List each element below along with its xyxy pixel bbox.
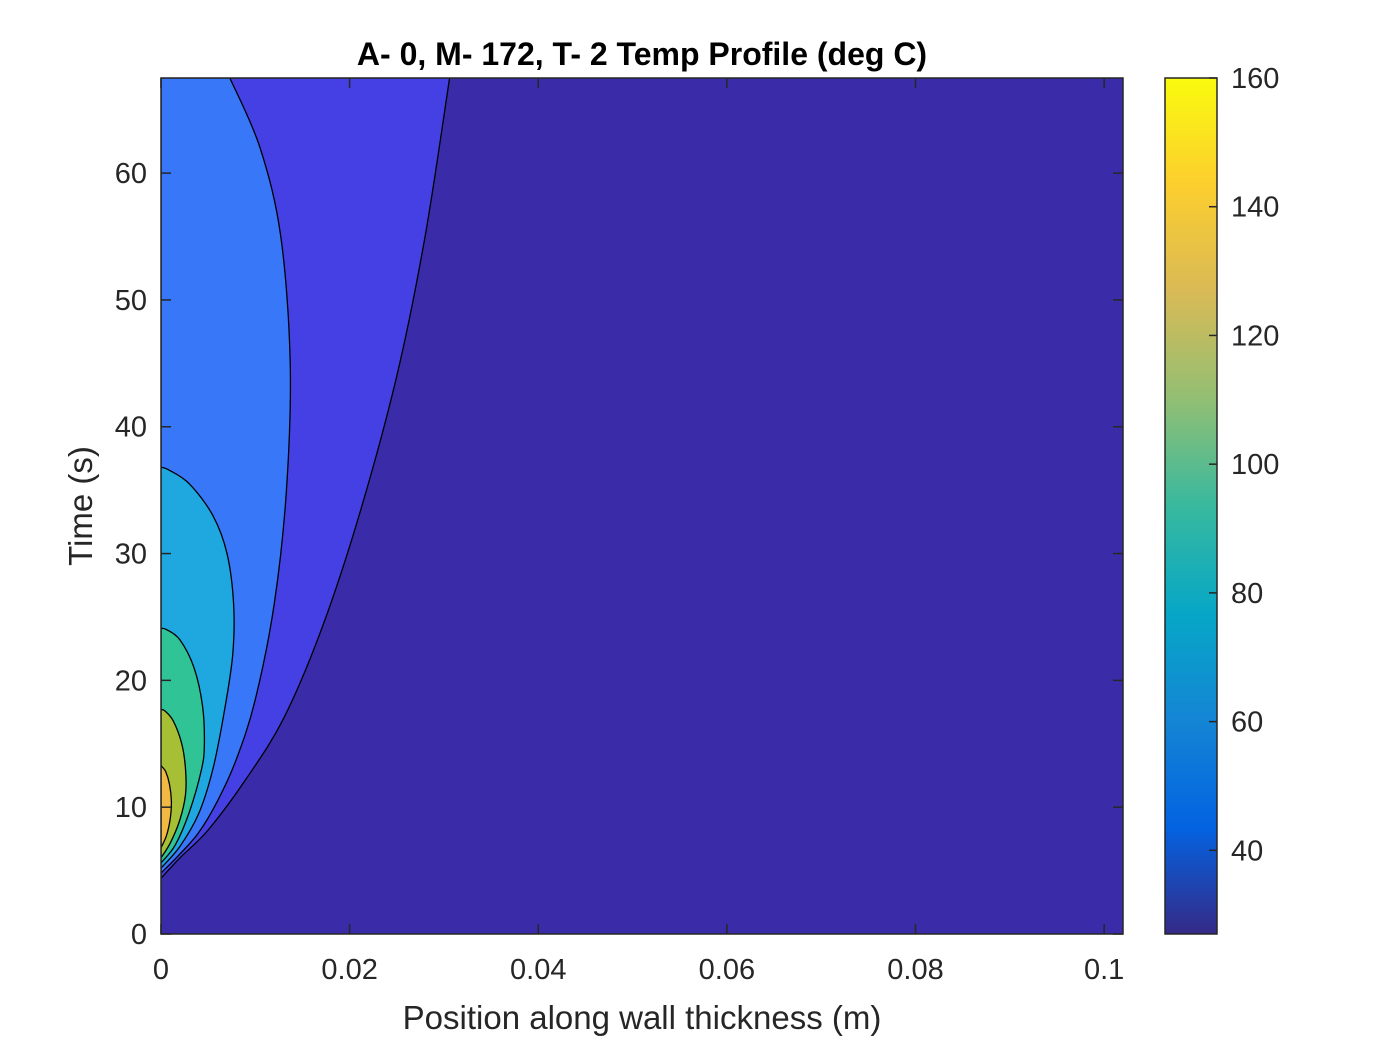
- colorbar-frame: [1164, 77, 1218, 935]
- contour-plot-area: 0 0.02 0.04 0.06 0.08 0.1 0 10 20 30 40 50 60: [115, 77, 1124, 986]
- colorbar: 40 60 80 100 120 140 160: [1164, 63, 1279, 935]
- plot-frame: [160, 77, 1124, 935]
- y-axis-label: Time (s): [62, 446, 99, 566]
- x-tick-label: 0.04: [510, 954, 566, 986]
- y-tick-label: 40: [115, 412, 147, 444]
- colorbar-tick-label: 80: [1231, 578, 1263, 610]
- colorbar-tick-label: 100: [1231, 449, 1279, 481]
- y-tick-label: 0: [131, 919, 147, 951]
- x-axis-ticks: 0 0.02 0.04 0.06 0.08 0.1: [153, 78, 1124, 986]
- contour-level-fills: [161, 78, 451, 879]
- y-tick-label: 30: [115, 539, 147, 571]
- colorbar-gradient: [1165, 78, 1217, 934]
- colorbar-tick-label: 160: [1231, 63, 1279, 95]
- y-tick-label: 60: [115, 158, 147, 190]
- x-tick-label: 0.02: [321, 954, 377, 986]
- y-tick-label: 50: [115, 285, 147, 317]
- x-tick-label: 0.08: [887, 954, 943, 986]
- colorbar-tick-label: 140: [1231, 192, 1279, 224]
- colorbar-tick-label: 40: [1231, 835, 1263, 867]
- x-tick-label: 0.1: [1084, 954, 1124, 986]
- x-tick-label: 0.06: [699, 954, 755, 986]
- y-tick-label: 20: [115, 665, 147, 697]
- colorbar-ticks: 40 60 80 100 120 140 160: [1209, 63, 1279, 867]
- x-tick-label: 0: [153, 954, 169, 986]
- x-axis-label: Position along wall thickness (m): [403, 999, 882, 1036]
- colorbar-tick-label: 60: [1231, 707, 1263, 739]
- chart-title: A- 0, M- 172, T- 2 Temp Profile (deg C): [357, 36, 927, 72]
- colorbar-tick-label: 120: [1231, 320, 1279, 352]
- y-axis-ticks: 0 10 20 30 40 50 60: [115, 158, 1123, 951]
- y-tick-label: 10: [115, 792, 147, 824]
